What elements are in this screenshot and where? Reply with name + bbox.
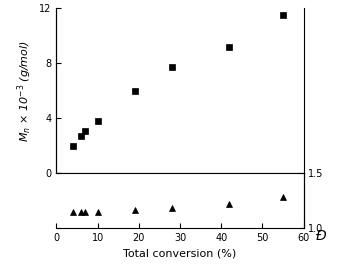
Text: Đ: Đ bbox=[316, 230, 327, 243]
X-axis label: Total conversion (%): Total conversion (%) bbox=[124, 249, 237, 259]
Y-axis label: $M_{n}$ × 10$^{-3}$ (g/mol): $M_{n}$ × 10$^{-3}$ (g/mol) bbox=[15, 40, 34, 142]
